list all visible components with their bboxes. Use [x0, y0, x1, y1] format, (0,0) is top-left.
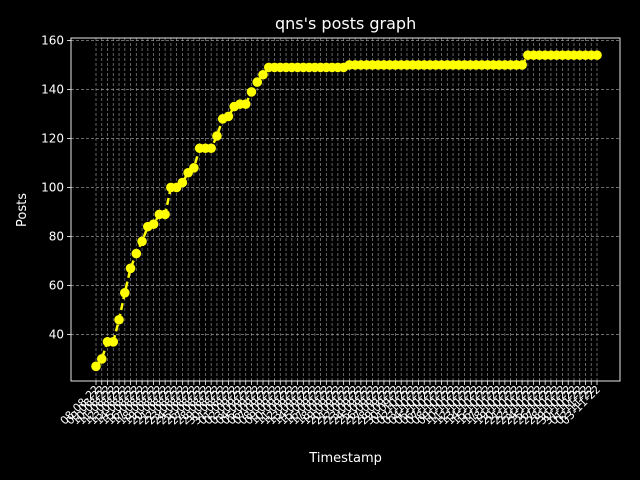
data-point — [148, 219, 159, 229]
data-point — [125, 263, 136, 274]
data-point — [189, 163, 199, 173]
y-tick-label: 140 — [41, 82, 64, 96]
data-point — [160, 209, 170, 220]
y-tick-label: 120 — [41, 131, 64, 145]
series-layer — [91, 50, 602, 372]
x-axis-label: Timestamp — [308, 451, 382, 466]
data-point — [114, 314, 124, 325]
data-point — [131, 248, 142, 259]
data-point — [592, 50, 602, 60]
data-point — [206, 143, 216, 154]
data-point — [258, 69, 268, 80]
y-tick-label: 40 — [49, 327, 64, 341]
y-tick-label: 160 — [41, 33, 64, 47]
y-tick-label: 100 — [41, 180, 64, 194]
data-point — [91, 361, 101, 372]
data-point — [223, 111, 234, 122]
data-point — [246, 87, 257, 97]
data-point — [177, 177, 188, 188]
grid-layer — [71, 38, 620, 381]
axes-layer — [70, 37, 621, 382]
y-axis-label: Posts — [15, 193, 30, 227]
y-tick-label: 80 — [49, 229, 64, 243]
data-point — [137, 236, 147, 247]
data-point — [96, 354, 107, 364]
y-tick-label: 60 — [49, 278, 64, 292]
data-point — [240, 99, 251, 109]
data-point — [252, 77, 263, 87]
plot-frame — [70, 37, 621, 382]
data-point — [212, 131, 222, 141]
data-point — [517, 60, 527, 70]
chart-title: qns's posts graph — [275, 14, 416, 33]
data-point — [108, 337, 119, 347]
data-point — [119, 288, 130, 298]
